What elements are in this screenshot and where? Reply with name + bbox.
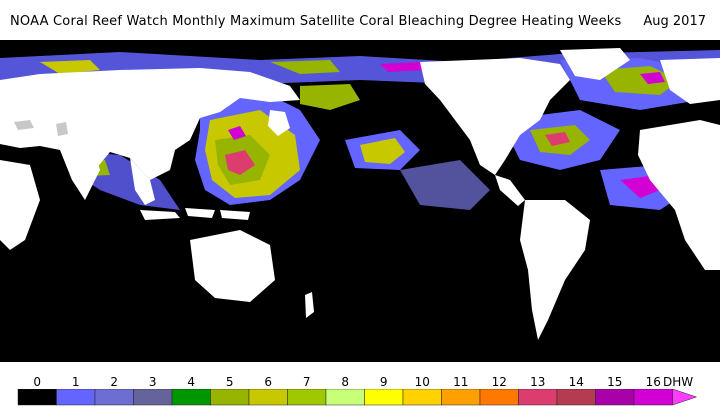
legend-swatch-7 xyxy=(287,389,327,406)
legend-unit: DHW xyxy=(663,375,694,389)
legend-label-3: 3 xyxy=(148,375,157,389)
map-panel xyxy=(0,40,720,371)
title-bar: NOAA Coral Reef Watch Monthly Maximum Sa… xyxy=(0,0,720,40)
legend-label-8: 8 xyxy=(341,375,350,389)
arctic-patch-green xyxy=(270,60,340,74)
africa xyxy=(638,120,720,270)
australia xyxy=(190,230,275,302)
legend-label-10: 10 xyxy=(414,375,430,389)
north-america xyxy=(420,58,570,175)
legend-swatch-4 xyxy=(171,389,211,406)
caspian-sea xyxy=(14,120,34,130)
legend-label-9: 9 xyxy=(379,375,388,389)
legend-label-5: 5 xyxy=(225,375,234,389)
legend-label-0: 0 xyxy=(33,375,42,389)
legend-label-12: 12 xyxy=(491,375,507,389)
legend-label-4: 4 xyxy=(187,375,196,389)
greenland xyxy=(560,48,630,80)
north-atlantic-magenta xyxy=(640,72,665,84)
legend-label-11: 11 xyxy=(453,375,469,389)
central-america xyxy=(495,175,525,206)
legend-label-1: 1 xyxy=(71,375,80,389)
legend-swatch-2 xyxy=(94,389,134,406)
legend-swatch-16 xyxy=(633,389,673,406)
central-pacific-yellow xyxy=(360,138,405,164)
legend-label-7: 7 xyxy=(302,375,311,389)
tropical-atlantic-magenta xyxy=(620,176,660,198)
map-date: Aug 2017 xyxy=(643,14,706,29)
legend-swatch-15 xyxy=(595,389,635,406)
aral-area xyxy=(56,122,68,136)
ice-areas xyxy=(14,120,68,136)
land xyxy=(0,48,720,371)
dhw-legend: 0 1 2 3 4 5 6 7 8 9 10 11 12 13 14 15 16 DHW xyxy=(0,371,720,411)
legend-swatch-10 xyxy=(402,389,442,406)
bering-green xyxy=(300,84,360,110)
japan xyxy=(268,110,290,136)
legend-arrow-tip xyxy=(672,389,698,406)
southeast-asia xyxy=(130,158,155,205)
legend-swatch-3 xyxy=(133,389,173,406)
legend-swatch-5 xyxy=(210,389,250,406)
legend-label-2: 2 xyxy=(110,375,119,389)
arctic-patch-yellow xyxy=(40,60,100,74)
legend-swatch-11 xyxy=(441,389,481,406)
legend-swatch-12 xyxy=(479,389,519,406)
arctic-patch-magenta xyxy=(380,62,426,72)
legend-label-6: 6 xyxy=(264,375,273,389)
indonesia-1 xyxy=(140,210,180,220)
indonesia-2 xyxy=(185,208,215,218)
legend-label-15: 15 xyxy=(607,375,623,389)
east-pacific-low xyxy=(400,160,490,210)
legend-swatch-13 xyxy=(518,389,558,406)
legend-label-16: 16 xyxy=(645,375,661,389)
new-guinea xyxy=(220,210,250,220)
west-pacific-magenta xyxy=(228,126,246,140)
legend-swatch-6 xyxy=(248,389,288,406)
south-america xyxy=(520,200,590,340)
india xyxy=(60,150,100,200)
legend-swatch-14 xyxy=(556,389,596,406)
europe xyxy=(660,58,720,104)
map-title: NOAA Coral Reef Watch Monthly Maximum Sa… xyxy=(10,14,622,29)
antarctica xyxy=(0,362,720,371)
africa-west-wrap xyxy=(0,160,40,250)
new-zealand xyxy=(305,292,314,318)
world-map xyxy=(0,40,720,371)
atlantic-hot xyxy=(545,132,570,146)
legend-label-14: 14 xyxy=(568,375,584,389)
legend-swatch-1 xyxy=(56,389,96,406)
legend-color-bar xyxy=(17,389,698,406)
legend-label-13: 13 xyxy=(530,375,546,389)
legend-swatch-0 xyxy=(17,389,57,406)
legend-swatch-9 xyxy=(364,389,404,406)
legend-swatch-8 xyxy=(325,389,365,406)
west-pacific-hot xyxy=(225,150,255,175)
